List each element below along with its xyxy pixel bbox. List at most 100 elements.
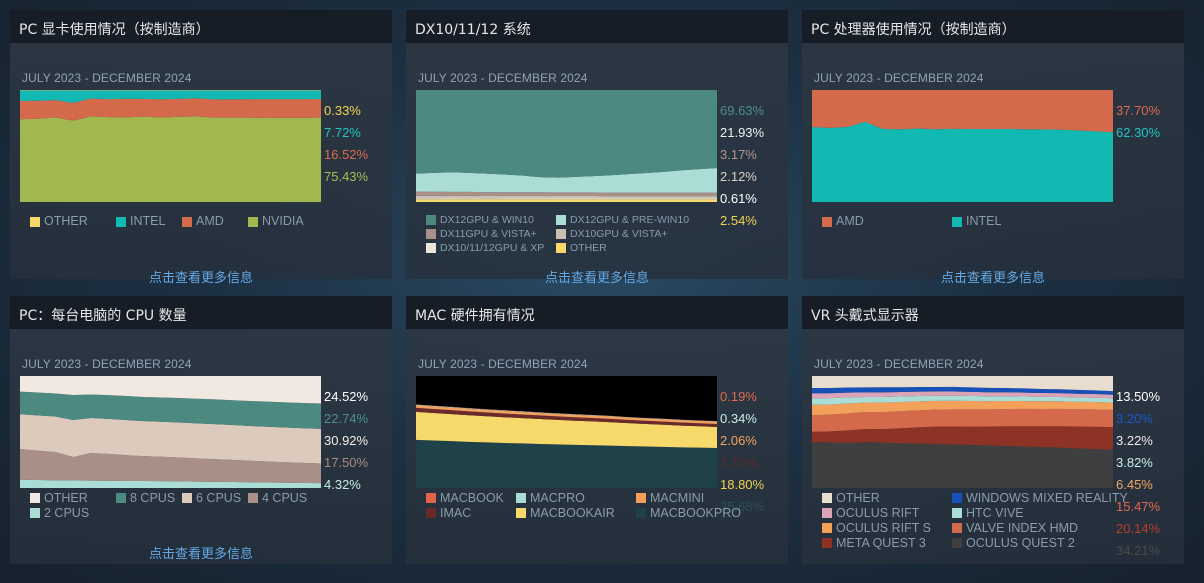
legend-item: HTC VIVE bbox=[952, 506, 1102, 520]
area-oculus-rift bbox=[812, 391, 1113, 399]
latest-values: 0.33% 7.72% 16.52% 75.43% bbox=[324, 100, 390, 188]
legend-label: VALVE INDEX HMD bbox=[966, 521, 1079, 535]
legend-label: DX11GPU & VISTA+ bbox=[440, 228, 537, 240]
legend-swatch bbox=[636, 493, 646, 503]
value-label: 3.17% bbox=[720, 147, 757, 162]
legend-label: AMD bbox=[836, 214, 864, 228]
legend-swatch bbox=[822, 538, 832, 548]
chart-panel-6: VR 头戴式显示器 JULY 2023 - DECEMBER 2024 13.50%… bbox=[802, 296, 1184, 564]
panel-header: DX10/11/12 系统 bbox=[406, 10, 788, 43]
area-6-cpus bbox=[20, 414, 321, 464]
area-dx12gpu-pre-win10 bbox=[416, 167, 717, 193]
legend-item: MACBOOKPRO bbox=[636, 506, 756, 520]
area-windows-mixed-reality bbox=[812, 386, 1113, 395]
more-info-link[interactable]: 点击查看更多信息 bbox=[148, 547, 253, 562]
area-nvidia bbox=[20, 116, 321, 202]
legend-label: OTHER bbox=[44, 491, 88, 505]
panel-header: PC：每台电脑的 CPU 数量 bbox=[10, 296, 392, 329]
legend-swatch bbox=[30, 216, 40, 227]
legend-swatch bbox=[426, 215, 436, 225]
legend-item: INTEL bbox=[952, 214, 1102, 229]
chart-title: MAC 硬件拥有情况 bbox=[415, 308, 535, 324]
more-info-link[interactable]: 点击查看更多信息 bbox=[148, 271, 253, 286]
legend-label: DX10GPU & VISTA+ bbox=[570, 228, 668, 240]
legend-item: DX10/11/12GPU & XP bbox=[426, 242, 556, 254]
legend-label: OTHER bbox=[570, 242, 607, 254]
legend-label: MACBOOKAIR bbox=[530, 506, 615, 520]
area-amd bbox=[812, 90, 1113, 133]
latest-values: 13.50% 3.20% 3.22% 3.82% 6.45% 15.47% 20.14% 34… bbox=[1116, 386, 1182, 562]
value-label: 21.93% bbox=[720, 125, 765, 140]
legend-item: 6 CPUS bbox=[182, 491, 248, 505]
stacked-area-chart bbox=[812, 90, 1113, 202]
legend-label: WINDOWS MIXED REALITY bbox=[966, 491, 1128, 505]
area-other bbox=[20, 376, 321, 404]
legend-label: DX10/11/12GPU & XP bbox=[440, 242, 545, 254]
latest-values: 24.52% 22.74% 30.92% 17.50% 4.32% bbox=[324, 386, 390, 496]
legend-label: DX12GPU & WIN10 bbox=[440, 214, 534, 226]
panel-header: PC 处理器使用情况（按制造商） bbox=[802, 10, 1184, 43]
legend-swatch bbox=[116, 493, 126, 503]
stacked-area-chart bbox=[20, 376, 321, 488]
area-8-cpus bbox=[20, 391, 321, 429]
legend-swatch bbox=[952, 523, 962, 533]
area-oculus-rift-s bbox=[812, 400, 1113, 416]
value-label: 35.68% bbox=[720, 499, 765, 514]
chart-legend: OTHER 8 CPUS 6 CPUS 4 CPUS 2 CPUS bbox=[30, 491, 390, 521]
chart-legend: OTHER INTEL AMD NVIDIA bbox=[30, 214, 390, 231]
legend-item: 4 CPUS bbox=[248, 491, 328, 505]
value-label: 0.34% bbox=[720, 411, 757, 426]
legend-item: OTHER bbox=[30, 214, 116, 229]
panel-header: PC 显卡使用情况（按制造商） bbox=[10, 10, 392, 43]
value-label: 18.80% bbox=[720, 477, 765, 492]
legend-label: OTHER bbox=[836, 491, 880, 505]
legend-swatch bbox=[556, 243, 566, 253]
legend-item: DX11GPU & VISTA+ bbox=[426, 228, 556, 240]
legend-item: WINDOWS MIXED REALITY bbox=[952, 491, 1128, 505]
legend-item: META QUEST 3 bbox=[822, 536, 952, 550]
chart-title: VR 头戴式显示器 bbox=[811, 308, 919, 324]
legend-swatch bbox=[822, 508, 832, 518]
legend-swatch bbox=[556, 229, 566, 239]
area-valve-index-hmd bbox=[812, 408, 1113, 432]
legend-item: DX12GPU & PRE-WIN10 bbox=[556, 214, 706, 226]
legend-label: HTC VIVE bbox=[966, 506, 1024, 520]
value-label: 75.43% bbox=[324, 169, 369, 184]
chart-panel-4: PC：每台电脑的 CPU 数量 JULY 2023 - DECEMBER 2024… bbox=[10, 296, 392, 564]
chart-panel-5: MAC 硬件拥有情况 JULY 2023 - DECEMBER 2024 0.19%… bbox=[406, 296, 788, 564]
more-info-link[interactable]: 点击查看更多信息 bbox=[940, 271, 1045, 286]
legend-label: META QUEST 3 bbox=[836, 536, 926, 550]
chart-period: JULY 2023 - DECEMBER 2024 bbox=[22, 357, 192, 371]
value-label: 6.45% bbox=[1116, 477, 1153, 492]
value-label: 30.92% bbox=[324, 433, 369, 448]
legend-label: 6 CPUS bbox=[196, 491, 242, 505]
area-dx10-11-12gpu-xp bbox=[416, 198, 717, 200]
chart-period: JULY 2023 - DECEMBER 2024 bbox=[814, 71, 984, 85]
more-info-link[interactable]: 点击查看更多信息 bbox=[544, 271, 649, 286]
chart-title: PC：每台电脑的 CPU 数量 bbox=[19, 308, 187, 324]
legend-swatch bbox=[516, 508, 526, 518]
area-other bbox=[416, 376, 717, 422]
legend-label: MACPRO bbox=[530, 491, 585, 505]
chart-period: JULY 2023 - DECEMBER 2024 bbox=[22, 71, 192, 85]
legend-item: DX12GPU & WIN10 bbox=[426, 214, 556, 226]
value-label: 20.14% bbox=[1116, 521, 1161, 536]
value-label: 22.74% bbox=[324, 411, 369, 426]
value-label: 0.61% bbox=[720, 191, 757, 206]
latest-values: 37.70% 62.30% bbox=[1116, 100, 1182, 144]
legend-swatch bbox=[952, 538, 962, 548]
legend-swatch bbox=[182, 216, 192, 227]
legend-item: MACPRO bbox=[516, 491, 636, 505]
legend-label: NVIDIA bbox=[262, 214, 304, 228]
chart-legend: AMD INTEL bbox=[822, 214, 1182, 231]
value-label: 0.19% bbox=[720, 389, 757, 404]
area-meta-quest-3 bbox=[812, 426, 1113, 450]
legend-label: MACBOOK bbox=[440, 491, 504, 505]
panel-header: VR 头戴式显示器 bbox=[802, 296, 1184, 329]
chart-legend: OTHER WINDOWS MIXED REALITY OCULUS RIFT HTC… bbox=[822, 491, 1182, 551]
legend-swatch bbox=[426, 243, 436, 253]
area-dx12gpu-win10 bbox=[416, 90, 717, 178]
value-label: 3.22% bbox=[1116, 433, 1153, 448]
panel-header: MAC 硬件拥有情况 bbox=[406, 296, 788, 329]
legend-item: OCULUS RIFT bbox=[822, 506, 952, 520]
